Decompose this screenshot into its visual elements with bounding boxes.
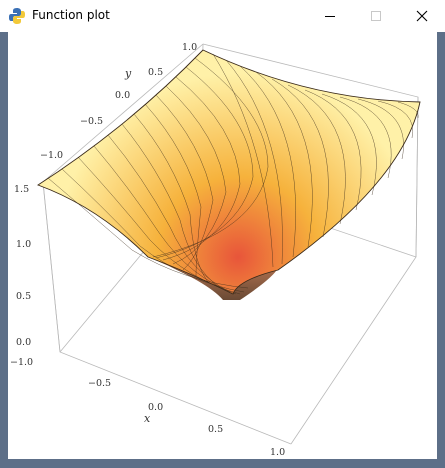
y-tick-label: 0.0 <box>115 90 130 101</box>
surface-mesh <box>47 53 419 295</box>
y-tick-label: 1.0 <box>182 42 197 53</box>
window-title: Function plot <box>32 8 110 22</box>
minimize-icon <box>325 16 335 17</box>
y-tick-label: −0.5 <box>80 116 103 127</box>
y-tick-label: −1.0 <box>40 150 63 161</box>
maximize-icon <box>371 11 381 21</box>
x-axis: −1.0 −0.5 0.0 0.5 1.0 x <box>10 357 285 458</box>
z-tick-label: 0.5 <box>16 291 31 302</box>
z-axis: 1.5 1.0 0.5 0.0 <box>14 184 31 348</box>
x-tick-label: 0.0 <box>148 402 163 413</box>
python-icon <box>9 8 25 24</box>
close-button[interactable] <box>399 0 445 32</box>
z-tick-label: 1.5 <box>14 184 29 195</box>
plot-area: 1.0 0.5 0.0 −0.5 −1.0 y 1.5 1.0 0.5 0.0 … <box>8 32 437 459</box>
z-tick-label: 0.0 <box>16 337 31 348</box>
x-tick-label: −1.0 <box>10 357 33 368</box>
minimize-button[interactable] <box>307 0 353 32</box>
surface-plot: 1.0 0.5 0.0 −0.5 −1.0 y 1.5 1.0 0.5 0.0 … <box>10 42 421 458</box>
x-tick-label: 1.0 <box>270 447 285 458</box>
x-tick-label: −0.5 <box>88 378 111 389</box>
y-tick-label: 0.5 <box>148 67 163 78</box>
maximize-button[interactable] <box>353 0 399 32</box>
y-axis-label: y <box>124 67 132 80</box>
z-tick-label: 1.0 <box>16 239 31 250</box>
close-icon <box>416 10 428 22</box>
x-axis-label: x <box>144 412 151 425</box>
y-axis: 1.0 0.5 0.0 −0.5 −1.0 y <box>40 42 197 161</box>
title-bar[interactable]: Function plot <box>0 0 445 32</box>
x-tick-label: 0.5 <box>208 424 223 435</box>
surface <box>36 49 421 295</box>
